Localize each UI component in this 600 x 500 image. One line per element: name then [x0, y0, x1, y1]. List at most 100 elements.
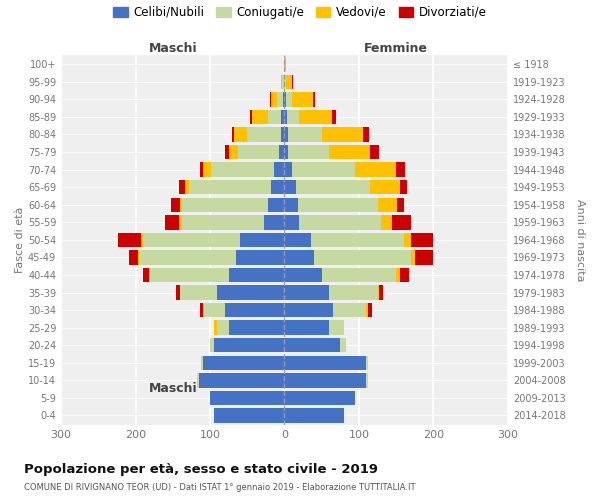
Bar — [288, 128, 322, 141]
Bar — [370, 180, 400, 194]
Bar — [322, 268, 396, 282]
Bar — [411, 232, 433, 247]
Bar — [141, 232, 143, 247]
Bar — [396, 268, 400, 282]
Bar — [229, 268, 284, 282]
Bar — [182, 215, 263, 230]
Bar — [214, 408, 284, 422]
Bar — [329, 320, 344, 335]
Bar — [268, 198, 284, 212]
Text: Femmine: Femmine — [364, 42, 428, 56]
Bar — [203, 303, 225, 318]
Bar — [139, 250, 236, 264]
Bar — [197, 373, 199, 388]
Bar — [138, 250, 139, 264]
Bar — [298, 198, 379, 212]
Bar — [277, 92, 283, 106]
Bar — [176, 286, 180, 300]
Bar — [411, 250, 415, 264]
Bar — [283, 92, 284, 106]
Bar — [396, 162, 405, 177]
Y-axis label: Fasce di età: Fasce di età — [15, 206, 25, 273]
Bar — [284, 232, 311, 247]
Bar — [203, 162, 211, 177]
Bar — [286, 92, 292, 106]
Bar — [225, 145, 229, 160]
Bar — [234, 128, 247, 141]
Bar — [271, 92, 277, 106]
Bar — [214, 320, 217, 335]
Bar — [238, 145, 278, 160]
Bar — [397, 198, 404, 212]
Text: COMUNE DI RIVIGNANO TEOR (UD) - Dati ISTAT 1° gennaio 2019 - Elaborazione TUTTIT: COMUNE DI RIVIGNANO TEOR (UD) - Dati IST… — [24, 484, 415, 492]
Bar — [143, 232, 240, 247]
Bar — [240, 232, 284, 247]
Bar — [236, 250, 284, 264]
Bar — [247, 128, 281, 141]
Bar — [269, 92, 271, 106]
Bar — [368, 303, 371, 318]
Bar — [404, 232, 411, 247]
Bar — [129, 250, 138, 264]
Y-axis label: Anni di nascita: Anni di nascita — [575, 198, 585, 281]
Bar — [217, 320, 229, 335]
Bar — [332, 110, 336, 124]
Bar — [333, 303, 367, 318]
Bar — [284, 74, 286, 89]
Bar — [203, 356, 284, 370]
Bar — [143, 268, 149, 282]
Bar — [284, 268, 322, 282]
Text: Maschi: Maschi — [148, 42, 197, 56]
Bar — [292, 162, 355, 177]
Bar — [379, 286, 383, 300]
Bar — [182, 198, 268, 212]
Bar — [355, 162, 396, 177]
Bar — [367, 373, 368, 388]
Bar — [201, 356, 203, 370]
Bar — [149, 268, 151, 282]
Bar — [284, 303, 333, 318]
Bar — [118, 232, 141, 247]
Bar — [151, 268, 229, 282]
Bar — [179, 180, 185, 194]
Bar — [281, 74, 282, 89]
Bar — [250, 110, 252, 124]
Bar — [284, 338, 340, 352]
Bar — [284, 145, 288, 160]
Bar — [200, 303, 203, 318]
Bar — [400, 268, 409, 282]
Text: Maschi: Maschi — [148, 382, 197, 395]
Bar — [299, 110, 332, 124]
Bar — [400, 180, 407, 194]
Bar — [284, 408, 344, 422]
Bar — [314, 250, 411, 264]
Bar — [329, 145, 370, 160]
Bar — [225, 303, 284, 318]
Bar — [284, 390, 355, 405]
Bar — [370, 145, 379, 160]
Bar — [271, 180, 284, 194]
Bar — [284, 215, 299, 230]
Bar — [274, 162, 284, 177]
Bar — [329, 286, 377, 300]
Bar — [367, 303, 368, 318]
Bar — [377, 286, 379, 300]
Bar — [287, 110, 299, 124]
Legend: Celibi/Nubili, Coniugati/e, Vedovi/e, Divorziati/e: Celibi/Nubili, Coniugati/e, Vedovi/e, Di… — [113, 6, 487, 19]
Bar — [286, 74, 292, 89]
Bar — [284, 198, 298, 212]
Bar — [281, 128, 284, 141]
Bar — [210, 390, 284, 405]
Bar — [362, 128, 368, 141]
Bar — [415, 250, 433, 264]
Bar — [284, 57, 286, 72]
Bar — [299, 215, 382, 230]
Bar — [284, 250, 314, 264]
Bar — [382, 215, 392, 230]
Bar — [322, 128, 362, 141]
Bar — [268, 110, 281, 124]
Bar — [189, 180, 271, 194]
Bar — [263, 215, 284, 230]
Bar — [180, 198, 182, 212]
Bar — [284, 128, 288, 141]
